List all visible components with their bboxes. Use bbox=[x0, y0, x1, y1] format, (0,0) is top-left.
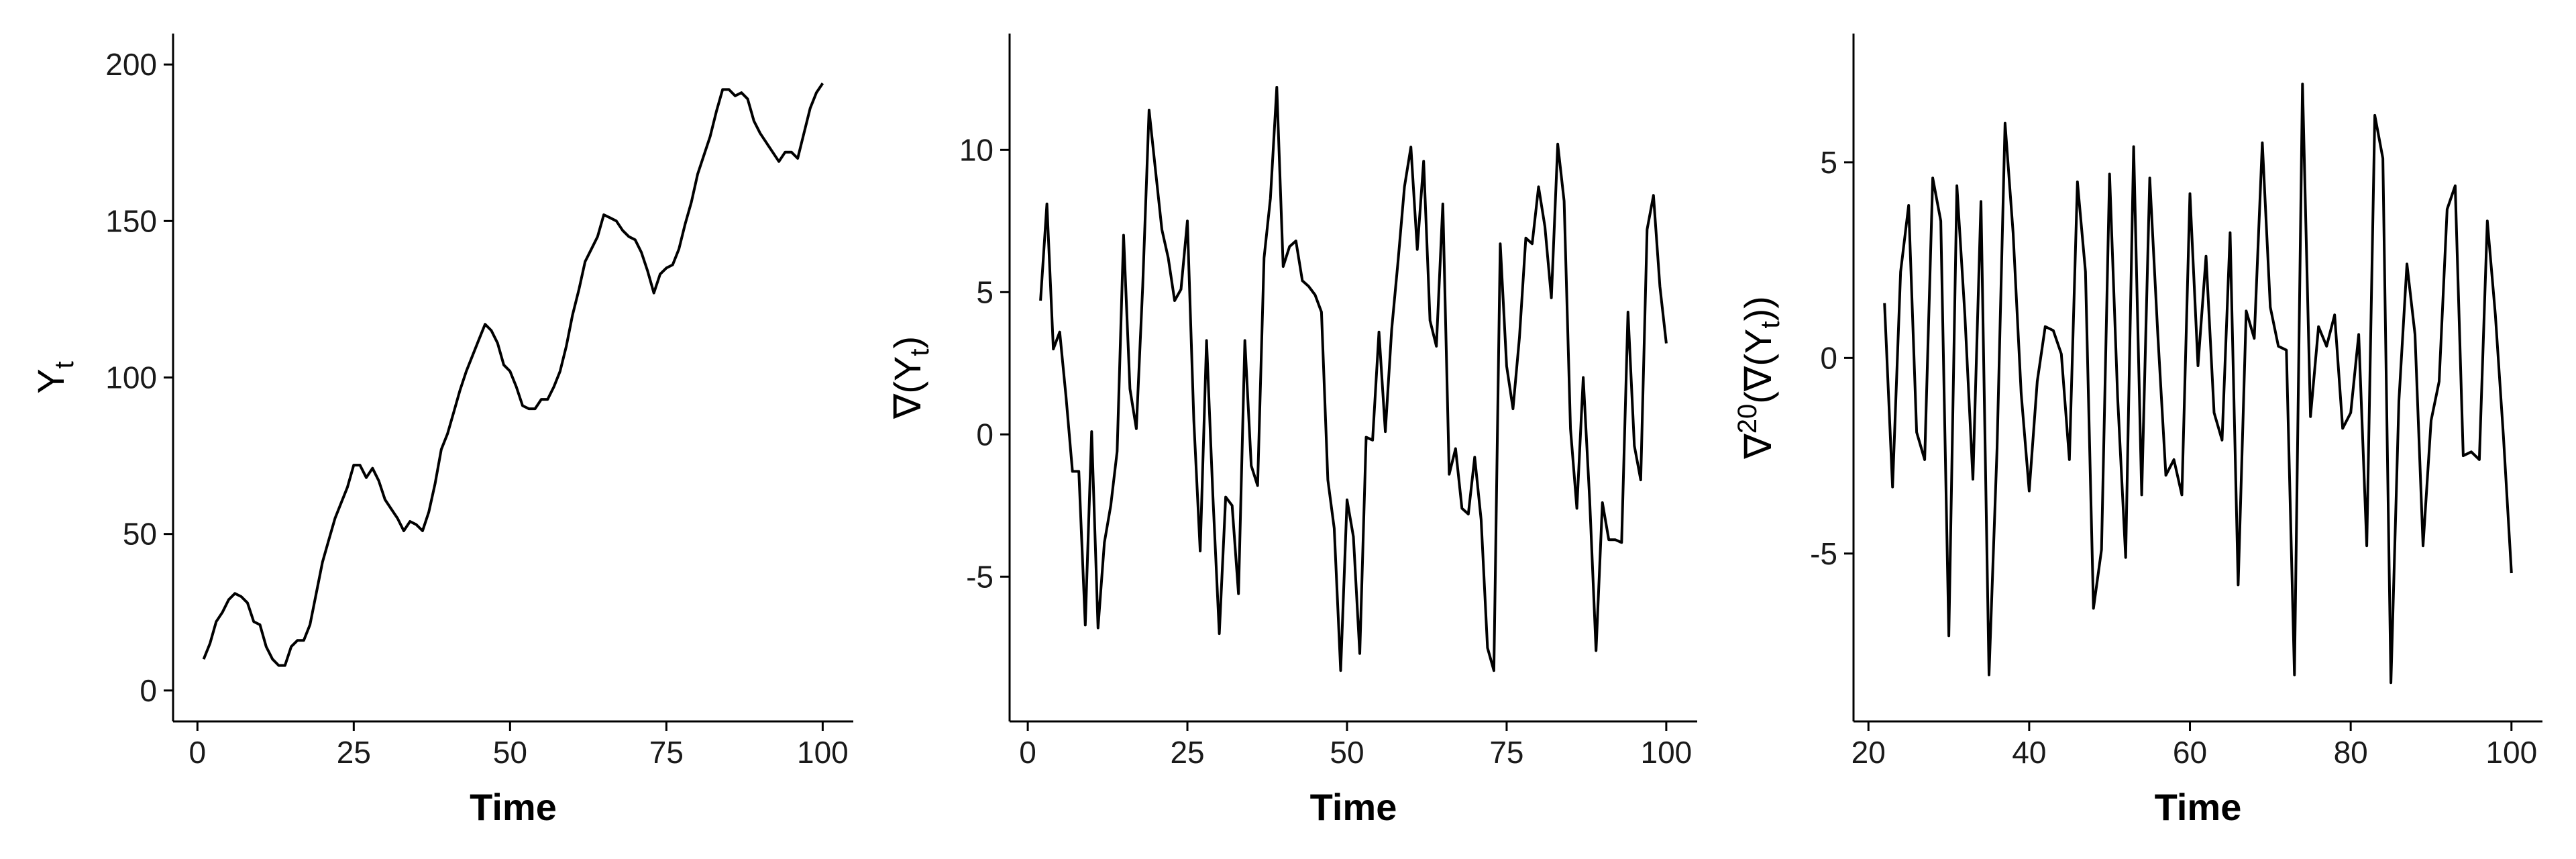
y-axis-title-part: 20 bbox=[1733, 404, 1762, 434]
x-tick-label: 60 bbox=[2173, 735, 2207, 770]
series-line bbox=[1039, 86, 1668, 672]
x-tick-label: 100 bbox=[797, 735, 849, 770]
y-tick-label: 0 bbox=[1820, 340, 1837, 375]
x-axis-title: Time bbox=[2155, 786, 2242, 828]
x-axis-title: Time bbox=[1310, 786, 1397, 828]
y-tick-label: 50 bbox=[123, 517, 157, 552]
x-axis-title: Time bbox=[470, 786, 557, 828]
y-tick-label: 0 bbox=[140, 673, 157, 708]
x-tick-label: 0 bbox=[1019, 735, 1036, 770]
panel-levels: 0 25 50 75 100 0 50 100 150 200 Time Yt bbox=[30, 34, 853, 828]
y-tick-label: 150 bbox=[105, 203, 157, 238]
y-axis-title-part: ) bbox=[886, 336, 928, 349]
y-axis-title-part: t bbox=[1756, 321, 1785, 329]
x-tick-label: 50 bbox=[493, 735, 527, 770]
x-tick-label: 75 bbox=[649, 735, 684, 770]
x-tick-label: 25 bbox=[1170, 735, 1204, 770]
x-tick-label: 20 bbox=[1851, 735, 1886, 770]
y-tick-label: -5 bbox=[1810, 536, 1837, 571]
y-tick-label: 100 bbox=[105, 360, 157, 395]
x-tick-label: 100 bbox=[2485, 735, 2537, 770]
y-axis-title: ∇20(∇(Yt)) bbox=[1733, 296, 1785, 460]
y-axis-title-part: Y bbox=[30, 368, 72, 393]
series-line bbox=[1883, 83, 2513, 685]
x-tick-label: 25 bbox=[337, 735, 371, 770]
y-tick-label: 10 bbox=[959, 132, 994, 167]
y-axis-title-part: ∇(Y bbox=[886, 356, 928, 419]
y-axis-title-part: t bbox=[50, 361, 79, 368]
y-tick-label: 5 bbox=[1820, 145, 1837, 180]
x-tick-label: 50 bbox=[1330, 735, 1364, 770]
y-axis-title-part: ∇ bbox=[1737, 434, 1779, 460]
y-tick-label: 0 bbox=[976, 417, 994, 452]
x-tick-label: 80 bbox=[2334, 735, 2368, 770]
y-axis-title-part: t bbox=[905, 349, 934, 356]
y-axis-title: Yt bbox=[30, 361, 79, 393]
x-tick-label: 100 bbox=[1641, 735, 1693, 770]
panel-first-difference: 0 25 50 75 100 -5 0 5 10 Time ∇(Yt) bbox=[886, 34, 1697, 828]
x-tick-label: 0 bbox=[189, 735, 207, 770]
y-tick-label: -5 bbox=[966, 559, 994, 594]
y-axis-title-part: (∇(Y bbox=[1737, 329, 1779, 404]
x-tick-label: 75 bbox=[1489, 735, 1523, 770]
y-axis-title-part: )) bbox=[1737, 296, 1779, 321]
y-tick-label: 200 bbox=[105, 47, 157, 82]
x-tick-label: 40 bbox=[2012, 735, 2046, 770]
series-line bbox=[202, 82, 824, 667]
y-tick-label: 5 bbox=[976, 274, 994, 309]
y-axis-title: ∇(Yt) bbox=[886, 336, 934, 419]
